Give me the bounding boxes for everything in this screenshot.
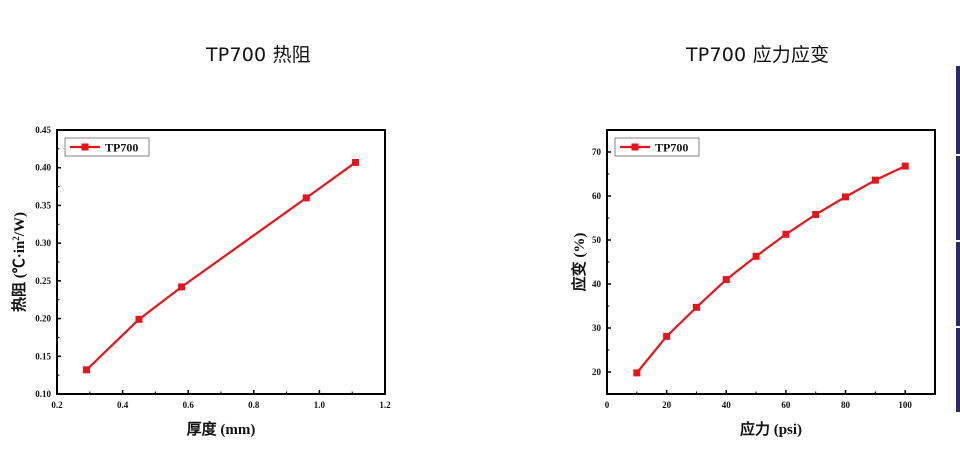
data-point xyxy=(722,276,730,284)
y-tick-label: 60 xyxy=(592,191,602,201)
legend-label: TP700 xyxy=(655,141,688,155)
data-point xyxy=(633,369,641,377)
y-tick-label: 0.30 xyxy=(35,238,51,248)
legend-box xyxy=(614,137,700,157)
slide-edge-bar xyxy=(956,328,960,412)
chart-title-thermal-resistance: TP700 热阻 xyxy=(206,44,311,66)
x-tick-label: 0.4 xyxy=(117,400,129,410)
y-axis-label: 热阻 (℃·in2/W) xyxy=(10,212,28,312)
data-point xyxy=(663,332,671,340)
data-point xyxy=(782,230,790,238)
y-axis-label: 应变 (%) xyxy=(570,233,588,292)
x-tick-label: 1.0 xyxy=(314,400,326,410)
x-tick-label: 80 xyxy=(841,400,851,410)
x-axis-label: 厚度 (mm) xyxy=(187,420,256,438)
legend-marker xyxy=(81,143,89,151)
chart-2: 0 20 40 60 80 100 20 30 40 50 60 70 应力 (psi) 应变 (%) TP… xyxy=(570,129,936,438)
data-point xyxy=(302,194,310,202)
x-tick-label: 0.8 xyxy=(248,400,260,410)
y-tick-label: 0.15 xyxy=(35,351,51,361)
y-tick-label: 0.45 xyxy=(35,125,51,135)
y-tick-label: 0.25 xyxy=(35,276,51,286)
x-tick-label: 20 xyxy=(662,400,672,410)
chart-1: 0.2 0.4 0.6 0.8 1.0 1.2 0.10 0.15 0.20 0.25 0.30 0.… xyxy=(10,125,391,438)
y-tick-label: 0.20 xyxy=(35,314,51,324)
series-line xyxy=(85,161,357,371)
x-tick-label: 1.2 xyxy=(379,400,391,410)
slide-edge-bar xyxy=(956,156,960,240)
data-point xyxy=(812,210,820,218)
x-tick-label: 0.2 xyxy=(51,400,63,410)
legend-box xyxy=(64,137,150,157)
y-tick-label: 70 xyxy=(592,147,602,157)
x-tick-label: 0.6 xyxy=(183,400,195,410)
data-point xyxy=(178,283,186,291)
series-line xyxy=(635,165,906,374)
y-tick-label: 20 xyxy=(592,367,602,377)
data-point xyxy=(351,158,359,166)
legend-label: TP700 xyxy=(105,141,138,155)
x-tick-label: 40 xyxy=(722,400,732,410)
plot-frame xyxy=(56,129,386,395)
slide-edge-bar xyxy=(956,66,960,154)
data-point xyxy=(135,315,143,323)
x-tick-label: 0 xyxy=(605,400,610,410)
y-tick-label: 50 xyxy=(592,235,602,245)
x-tick-label: 100 xyxy=(898,400,912,410)
y-axis-label-part: /W) xyxy=(12,212,28,237)
chart-title-stress-strain: TP700 应力应变 xyxy=(686,44,830,66)
data-point xyxy=(871,176,879,184)
data-point xyxy=(901,162,909,170)
legend-marker xyxy=(631,143,639,151)
y-tick-label: 0.35 xyxy=(35,200,51,210)
data-point xyxy=(83,366,91,374)
plot-frame xyxy=(606,129,936,395)
x-axis-label: 应力 (psi) xyxy=(740,420,802,438)
y-axis-label-sup: 2 xyxy=(11,236,21,241)
data-point xyxy=(842,193,850,201)
slide-edge-bar xyxy=(956,242,960,326)
y-tick-label: 0.40 xyxy=(35,163,51,173)
y-tick-label: 30 xyxy=(592,323,602,333)
data-point xyxy=(752,252,760,260)
y-tick-label: 0.10 xyxy=(35,389,51,399)
y-tick-label: 40 xyxy=(592,279,602,289)
x-tick-label: 60 xyxy=(781,400,791,410)
y-axis-label-part: 热阻 (℃·in xyxy=(10,240,28,312)
data-point xyxy=(692,303,700,311)
